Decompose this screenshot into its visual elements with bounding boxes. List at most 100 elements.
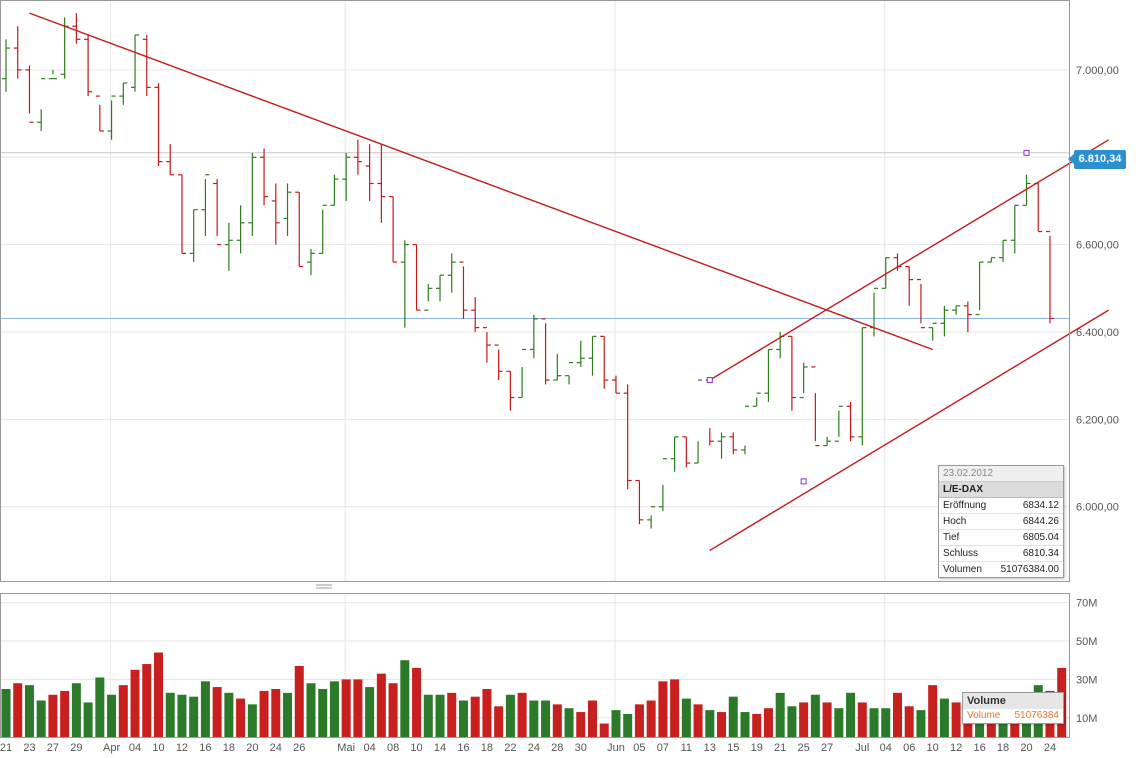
x-tick-label: 21 xyxy=(0,742,12,754)
ohlc-bar xyxy=(588,335,597,376)
ohlc-bar xyxy=(834,405,843,442)
ohlc-bar xyxy=(553,353,562,381)
volume-legend-value: 51076384 xyxy=(1014,710,1060,721)
ohlc-bar xyxy=(107,95,116,140)
volume-bar xyxy=(153,652,163,737)
info-high-label: Hoch xyxy=(943,516,967,527)
volume-bar xyxy=(705,710,715,737)
ohlc-bar xyxy=(541,318,550,385)
volume-bar xyxy=(329,681,339,737)
volume-bar xyxy=(236,698,246,737)
info-row-high: Hoch 6844.26 xyxy=(939,514,1063,530)
volume-bar xyxy=(341,679,351,737)
info-open-value: 6834.12 xyxy=(1022,500,1059,511)
volume-bar xyxy=(388,683,398,737)
ohlc-bar xyxy=(823,436,832,447)
ohlc-bar xyxy=(13,26,22,79)
ohlc-bar xyxy=(905,265,914,306)
info-row-close: Schluss 6810.34 xyxy=(939,546,1063,562)
x-tick-label: 18 xyxy=(481,742,493,754)
volume-bar xyxy=(494,706,504,737)
trendline xyxy=(29,12,933,351)
volume-bar xyxy=(130,669,140,737)
volume-bar xyxy=(48,694,58,737)
x-tick-label: 29 xyxy=(70,742,82,754)
ohlc-bar xyxy=(881,257,890,289)
ohlc-bar xyxy=(494,344,503,381)
volume-bar xyxy=(71,683,81,737)
ohlc-bar xyxy=(811,366,820,447)
ohlc-bar xyxy=(940,305,949,337)
ohlc-bar xyxy=(999,239,1008,263)
ohlc-bar xyxy=(611,375,620,394)
x-tick-label: 15 xyxy=(727,742,739,754)
info-row-low: Tief 6805.04 xyxy=(939,530,1063,546)
volume-bar xyxy=(552,704,562,737)
ohlc-bar xyxy=(37,78,46,132)
volume-bar xyxy=(623,713,633,737)
ohlc-bar xyxy=(72,13,81,44)
volume-legend-box: Volume Volume 51076384 xyxy=(962,692,1064,724)
volume-bar xyxy=(951,702,961,737)
volume-bar xyxy=(670,679,680,737)
ohlc-bar xyxy=(353,139,362,175)
volume-bar xyxy=(470,696,480,737)
ohlc-bar xyxy=(342,152,351,201)
x-tick-label: 30 xyxy=(575,742,587,754)
ohlc-info-box: 23.02.2012 L/E-DAX Eröffnung 6834.12 Hoc… xyxy=(938,465,1064,578)
volume-bar xyxy=(318,689,328,737)
ohlc-bar xyxy=(248,152,257,236)
volume-bar xyxy=(799,702,809,737)
volume-bar xyxy=(247,704,257,737)
volume-bar xyxy=(846,692,856,737)
volume-bar xyxy=(224,692,234,737)
info-row-open: Eröffnung 6834.12 xyxy=(939,498,1063,514)
x-tick-label: Mai xyxy=(337,742,355,754)
ohlc-bar xyxy=(682,436,691,468)
ohlc-bar xyxy=(928,322,937,341)
volume-bar xyxy=(681,698,691,737)
ohlc-bar xyxy=(952,305,961,315)
x-tick-label: 07 xyxy=(657,742,669,754)
volume-bar xyxy=(458,700,468,737)
info-symbol: L/E-DAX xyxy=(939,482,1063,498)
ohlc-bar xyxy=(119,82,128,105)
x-tick-label: 10 xyxy=(152,742,164,754)
x-tick-label: 18 xyxy=(997,742,1009,754)
ohlc-bar xyxy=(600,335,609,389)
volume-bar xyxy=(412,667,422,737)
x-tick-label: 14 xyxy=(434,742,446,754)
ohlc-bar xyxy=(154,83,163,166)
x-tick-label: 13 xyxy=(704,742,716,754)
volume-plot-frame xyxy=(0,593,1070,738)
volume-bar xyxy=(83,702,93,737)
x-tick-label: 11 xyxy=(681,742,692,754)
ohlc-bar xyxy=(635,479,644,525)
volume-bar xyxy=(892,692,902,737)
ohlc-bar xyxy=(330,174,339,206)
ohlc-bar xyxy=(506,370,515,411)
volume-bar xyxy=(775,692,785,737)
ohlc-bar xyxy=(177,174,186,254)
volume-bar xyxy=(24,685,34,737)
ohlc-bar xyxy=(271,183,280,245)
volume-legend-title: Volume xyxy=(963,693,1063,709)
ohlc-bar xyxy=(987,257,996,263)
x-tick-label: 23 xyxy=(23,742,35,754)
ohlc-bar xyxy=(224,222,233,271)
ohlc-bar xyxy=(142,34,151,97)
ohlc-bar xyxy=(787,335,796,411)
volume-bar xyxy=(728,696,738,737)
info-volume-label: Volumen xyxy=(943,564,982,575)
volume-bar xyxy=(904,706,914,737)
ohlc-bar xyxy=(518,348,527,399)
volume-bar xyxy=(177,694,187,737)
ohlc-bar xyxy=(213,179,222,246)
x-tick-label: 04 xyxy=(880,742,892,754)
volume-bar xyxy=(740,712,750,737)
ohlc-bar xyxy=(131,34,140,92)
x-tick-label: 20 xyxy=(246,742,258,754)
x-tick-label: 16 xyxy=(199,742,211,754)
x-tick-label: 24 xyxy=(1044,742,1056,754)
